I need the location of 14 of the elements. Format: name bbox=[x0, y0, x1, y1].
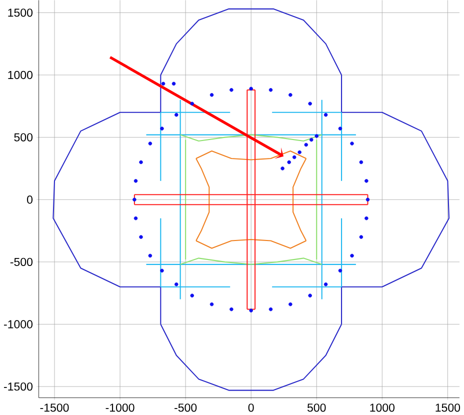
x-tick-label: -1500 bbox=[40, 403, 69, 412]
y-tick-label: 0 bbox=[27, 195, 33, 204]
x-tick-label: 0 bbox=[248, 403, 254, 412]
y-tick-label: 1000 bbox=[8, 70, 33, 79]
x-tick-label: -500 bbox=[174, 403, 197, 412]
x-tick-label: 1500 bbox=[436, 403, 460, 412]
x-tick-label: 500 bbox=[307, 403, 326, 412]
y-tick-label: -500 bbox=[10, 258, 33, 266]
x-tick-label: 1000 bbox=[370, 403, 395, 412]
y-tick-label: 1500 bbox=[8, 8, 33, 17]
x-tick-label: -1000 bbox=[106, 403, 134, 412]
y-tick-label: -1000 bbox=[4, 320, 33, 328]
y-tick-label: 500 bbox=[14, 133, 33, 142]
y-tick-label: -1500 bbox=[4, 382, 33, 391]
